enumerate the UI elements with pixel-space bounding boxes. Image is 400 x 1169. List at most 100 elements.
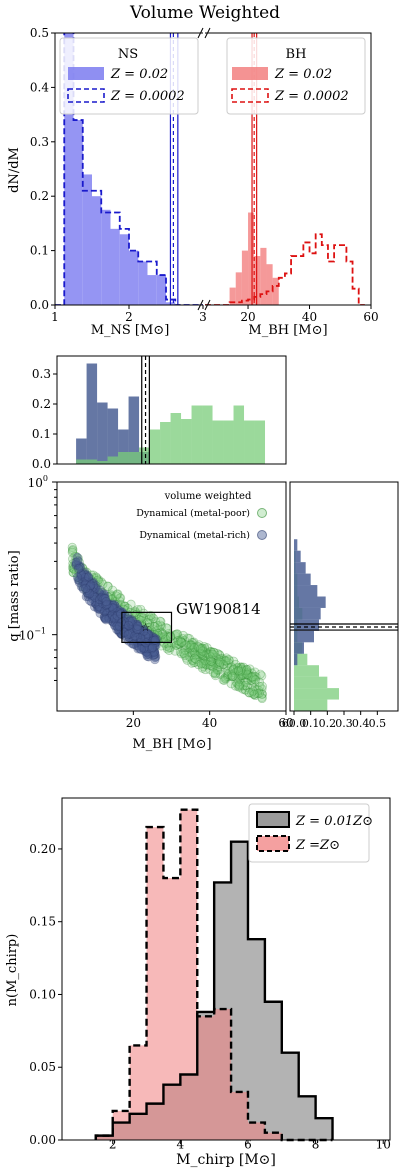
scatter-point-metal-poor-134	[175, 635, 186, 645]
scatter-xtick-label-0: 20	[126, 716, 141, 730]
scatter-point-metal-rich-141	[96, 604, 106, 614]
scatter-point-metal-poor-153	[180, 649, 190, 659]
scatter-point-metal-rich-116	[124, 629, 134, 639]
scatter-point-metal-poor-237	[104, 606, 115, 616]
scatter-point-metal-rich-76	[122, 611, 132, 621]
scatter-point-metal-poor-438	[83, 585, 93, 595]
scatter-point-metal-rich-353	[128, 621, 138, 631]
scatter-point-metal-rich-155	[105, 609, 115, 619]
scatter-point-metal-poor-246	[201, 647, 212, 658]
scatter-point-metal-rich-216	[87, 578, 98, 589]
scatter-point-metal-poor-395	[97, 590, 108, 600]
scatter-point-metal-poor-486	[249, 689, 259, 700]
scatter-point-metal-rich-305	[139, 636, 149, 647]
scatter-point-metal-poor-253	[107, 605, 117, 615]
scatter-point-metal-rich-93	[89, 588, 99, 598]
scatter-point-metal-poor-28	[145, 627, 155, 637]
top-hist-bar-0-1	[86, 363, 98, 464]
scatter-point-metal-rich-325	[125, 616, 135, 626]
top-hist-bar-1-15	[233, 405, 245, 464]
scatter-point-metal-poor-240	[232, 662, 243, 673]
scatter-point-metal-poor-312	[194, 657, 205, 667]
scatter-point-metal-poor-41	[88, 573, 99, 583]
scatter-point-metal-poor-447	[158, 629, 168, 639]
scatter-point-metal-poor-333	[200, 655, 210, 666]
scatter-point-metal-rich-256	[147, 647, 158, 657]
scatter-point-metal-poor-325	[210, 669, 220, 679]
scatter-point-metal-poor-482	[80, 570, 91, 580]
scatter-point-metal-poor-315	[186, 640, 197, 650]
scatter-point-metal-rich-109	[131, 628, 141, 638]
scatter-point-metal-poor-505	[233, 666, 244, 676]
scatter-point-metal-rich-130	[72, 552, 82, 563]
scatter-point-metal-rich-52	[117, 623, 128, 633]
side-hist-xtick-label-2: 0.2	[319, 717, 337, 730]
scatter-point-metal-poor-178	[199, 655, 209, 665]
scatter-point-metal-rich-72	[111, 619, 121, 629]
scatter-point-metal-rich-96	[103, 608, 114, 619]
scatter-point-metal-poor-209	[80, 582, 90, 592]
scatter-point-metal-poor-92	[174, 639, 185, 649]
scatter-point-metal-rich-345	[139, 627, 149, 637]
scatter-point-metal-poor-476	[143, 618, 153, 628]
bh-legend-title: BH	[286, 47, 307, 62]
scatter-point-metal-poor-501	[236, 666, 246, 676]
scatter-point-metal-poor-47	[93, 575, 104, 585]
chirp-ytick-label-3: 0.15	[29, 915, 56, 929]
scatter-point-metal-rich-110	[143, 649, 153, 659]
scatter-point-metal-poor-428	[161, 634, 171, 644]
scatter-point-metal-rich-344	[142, 644, 152, 654]
scatter-point-metal-poor-386	[143, 623, 153, 633]
scatter-point-metal-poor-206	[191, 650, 201, 660]
scatter-point-metal-poor-455	[75, 567, 85, 577]
scatter-point-metal-rich-314	[139, 646, 150, 656]
scatter-point-metal-poor-129	[151, 617, 161, 627]
side-hist-bar-1-4	[294, 653, 298, 666]
scatter-point-metal-rich-321	[147, 642, 157, 652]
scatter-point-metal-rich-282	[91, 597, 101, 607]
scatter-point-metal-poor-97	[123, 614, 133, 624]
scatter-point-metal-poor-226	[233, 666, 243, 676]
scatter-point-metal-poor-463	[83, 573, 93, 583]
ns-bar-5	[101, 209, 111, 305]
scatter-point-metal-poor-379	[242, 665, 252, 675]
scatter-point-metal-rich-125	[77, 575, 87, 585]
scatter-point-metal-poor-239	[187, 638, 197, 648]
scatter-point-metal-rich-103	[84, 576, 94, 586]
scatter-point-metal-poor-311	[88, 587, 99, 597]
scatter-point-metal-poor-353	[78, 570, 89, 580]
scatter-point-metal-rich-190	[96, 604, 106, 614]
scatter-point-metal-rich-297	[110, 621, 120, 631]
scatter-point-metal-poor-77	[112, 602, 122, 612]
scatter-point-metal-poor-127	[112, 589, 122, 599]
a-ytick-label-5: 0.5	[30, 26, 49, 40]
scatter-point-metal-poor-238	[177, 633, 188, 644]
chirp-hist-dashed-outline	[94, 808, 333, 1142]
scatter-point-metal-poor-283	[184, 640, 195, 650]
scatter-point-metal-poor-177	[240, 685, 250, 695]
scatter-point-metal-rich-412	[123, 629, 133, 640]
scatter-point-metal-rich-99	[145, 643, 155, 653]
scatter-point-metal-poor-0	[67, 542, 77, 553]
gw190814-box	[121, 611, 173, 643]
ns-legend-swatch-dashed	[67, 88, 105, 103]
scatter-point-metal-poor-241	[107, 594, 117, 604]
scatter-point-metal-rich-387	[97, 592, 107, 602]
scatter-point-metal-rich-293	[91, 583, 101, 593]
scatter-point-metal-rich-149	[74, 575, 84, 585]
scatter-point-metal-poor-64	[118, 611, 128, 621]
scatter-legend-marker-blue	[257, 530, 267, 540]
scatter-point-metal-rich-102	[88, 577, 98, 587]
scatter-point-metal-rich-418	[101, 597, 111, 607]
scatter-point-metal-poor-169	[179, 635, 190, 646]
scatter-point-metal-poor-52	[82, 586, 92, 596]
scatter-point-metal-poor-493	[148, 613, 159, 624]
scatter-point-metal-poor-327	[214, 656, 224, 667]
scatter-point-metal-poor-416	[152, 632, 163, 642]
scatter-point-metal-poor-203	[203, 652, 213, 663]
scatter-point-metal-rich-378	[95, 594, 105, 605]
scatter-point-metal-rich-251	[102, 608, 112, 618]
scatter-point-metal-rich-80	[139, 624, 149, 635]
scatter-xtick-label-2: 60	[278, 716, 293, 730]
scatter-point-metal-poor-502	[107, 599, 117, 609]
